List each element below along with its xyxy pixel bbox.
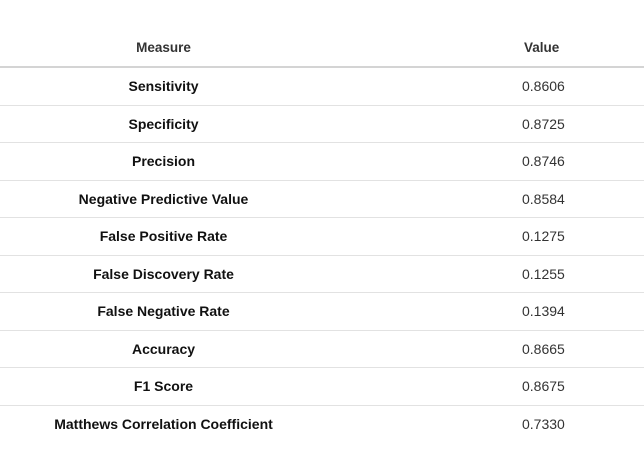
table-row: Accuracy 0.8665 [0,330,644,368]
value-cell: 0.8725 [327,105,644,143]
measure-cell: F1 Score [0,367,327,406]
measure-cell: Matthews Correlation Coefficient [54,415,273,432]
header-row: Measure Value [0,29,644,68]
table-row: Negative Predictive Value 0.8584 [0,180,644,218]
value-cell: 0.1255 [327,255,644,293]
measure-cell: Sensitivity [0,67,327,106]
table-header: Measure Value [0,29,644,68]
value-cell: 0.8746 [327,142,644,181]
measure-cell: False Negative Rate [0,292,327,331]
table-row: F1 Score 0.8675 [0,367,644,406]
measure-cell: Specificity [0,105,327,143]
table-row: Precision 0.8746 [0,142,644,181]
value-cell: 0.8584 [327,180,644,218]
value-cell: 0.8665 [327,330,644,368]
measure-cell: Precision [0,142,327,181]
table-row: Sensitivity 0.8606 [0,67,644,106]
measure-cell: Negative Predictive Value [0,180,327,218]
table-row: False Positive Rate 0.1275 [0,217,644,256]
value-cell: 0.8606 [327,67,644,106]
measure-cell: Accuracy [0,330,327,368]
table-row: Matthews Correlation Coefficient 0.7330 [0,405,644,442]
value-cell: 0.7330 [522,415,565,432]
value-cell: 0.8675 [327,367,644,406]
measure-column-header: Measure [0,29,327,68]
table-row: False Discovery Rate 0.1255 [0,255,644,293]
value-column-header: Value [327,29,644,68]
metrics-table: Measure Value Sensitivity 0.8606 Specifi… [0,29,644,442]
value-cell: 0.1275 [327,217,644,256]
table-row: False Negative Rate 0.1394 [0,292,644,331]
value-cell: 0.1394 [327,292,644,331]
measure-cell: False Positive Rate [0,217,327,256]
table-body: Sensitivity 0.8606 Specificity 0.8725 Pr… [0,67,644,442]
table-row: Specificity 0.8725 [0,105,644,143]
measure-cell: False Discovery Rate [0,255,327,293]
